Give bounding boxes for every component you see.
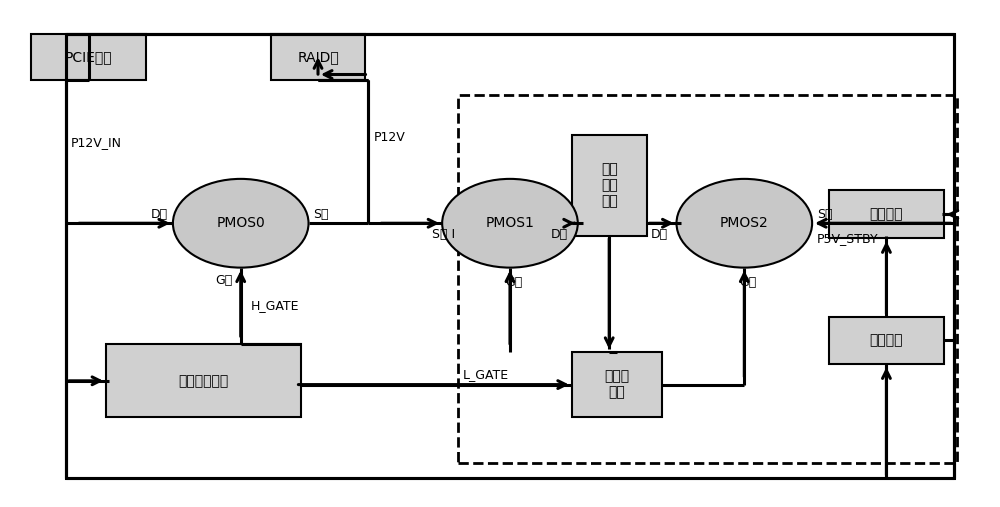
FancyBboxPatch shape <box>106 344 301 417</box>
Text: D极: D极 <box>651 228 668 241</box>
Text: L_GATE: L_GATE <box>463 368 509 381</box>
Text: P12V_IN: P12V_IN <box>71 136 122 149</box>
Text: G极: G极 <box>505 276 522 289</box>
FancyBboxPatch shape <box>829 316 944 365</box>
FancyBboxPatch shape <box>271 34 365 80</box>
Text: D极: D极 <box>151 208 168 221</box>
Text: G极: G极 <box>215 274 233 287</box>
Text: S极: S极 <box>817 208 833 221</box>
Text: H_GATE: H_GATE <box>251 300 299 312</box>
Text: 掉电检测单元: 掉电检测单元 <box>178 374 228 388</box>
Text: P12V: P12V <box>373 131 405 144</box>
Text: PCIE接口: PCIE接口 <box>65 50 112 64</box>
Text: 电流
侦测
单元: 电流 侦测 单元 <box>601 162 618 208</box>
Text: 备电单元: 备电单元 <box>870 207 903 222</box>
FancyBboxPatch shape <box>572 135 647 236</box>
FancyBboxPatch shape <box>31 34 146 80</box>
Ellipse shape <box>677 179 812 268</box>
Text: PMOS0: PMOS0 <box>216 216 265 230</box>
Text: D极: D极 <box>551 228 568 241</box>
Ellipse shape <box>173 179 309 268</box>
Text: P5V_STBY: P5V_STBY <box>817 232 879 245</box>
Text: G极: G极 <box>739 276 757 289</box>
Text: 充电单元: 充电单元 <box>870 334 903 347</box>
Text: S极 I: S极 I <box>432 228 455 241</box>
Text: RAID卡: RAID卡 <box>297 50 339 64</box>
Text: 或运算
单元: 或运算 单元 <box>604 370 629 400</box>
Text: PMOS2: PMOS2 <box>720 216 769 230</box>
FancyBboxPatch shape <box>572 352 662 417</box>
FancyBboxPatch shape <box>829 191 944 238</box>
Text: PMOS1: PMOS1 <box>486 216 534 230</box>
Text: S极: S极 <box>314 208 329 221</box>
Ellipse shape <box>442 179 578 268</box>
